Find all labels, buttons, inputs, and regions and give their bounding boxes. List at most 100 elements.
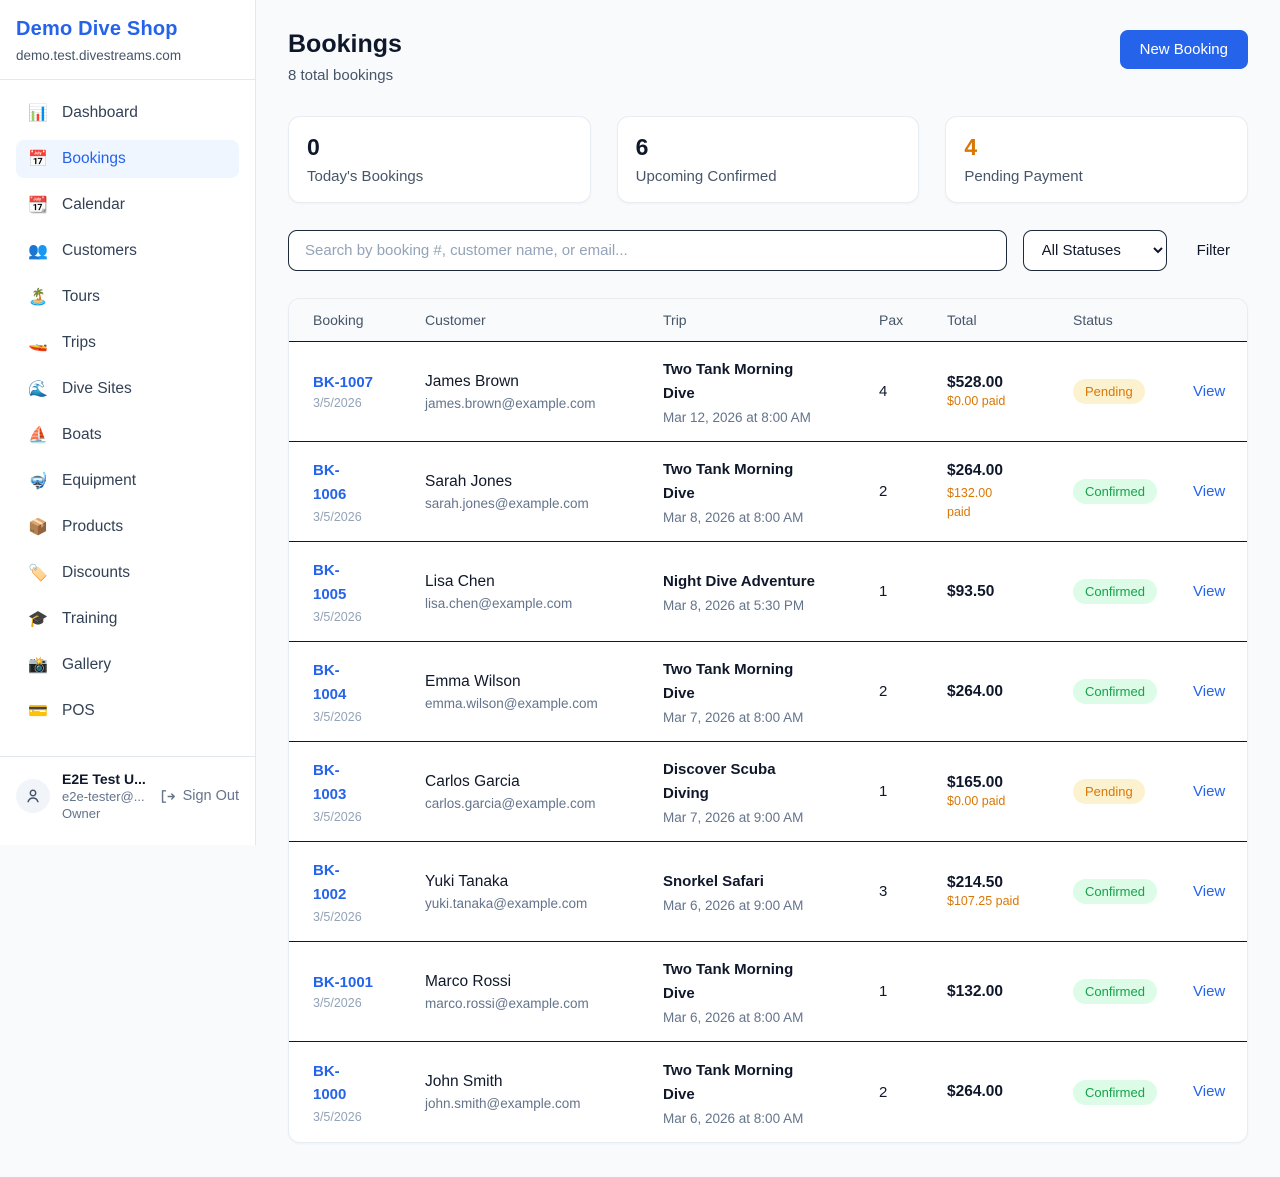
booking-date: 3/5/2026 [313, 1110, 362, 1125]
total-amount: $132.00 [947, 982, 1004, 1000]
filter-controls: All Statuses Filter [288, 230, 1248, 271]
view-link[interactable]: View [1193, 482, 1226, 500]
view-link[interactable]: View [1193, 1083, 1226, 1100]
sidebar-item-tours[interactable]: 🏝️ Tours [16, 278, 239, 316]
table-row: BK-1005 3/5/2026 Lisa Chen lisa.chen@exa… [289, 542, 1247, 642]
sidebar-item-pos[interactable]: 💳 POS [16, 692, 239, 730]
customer-cell: Carlos Garcia carlos.garcia@example.com [425, 773, 663, 811]
customer-email: sarah.jones@example.com [425, 495, 589, 511]
column-header-customer: Customer [425, 312, 486, 328]
trip-datetime: Mar 7, 2026 at 8:00 AM [663, 710, 804, 725]
booking-cell: BK-1005 3/5/2026 [313, 559, 425, 624]
user-name: E2E Test U... [62, 771, 146, 787]
sidebar-item-training[interactable]: 🎓 Training [16, 600, 239, 638]
paid-amount: $107.25 paid [947, 893, 1020, 908]
booking-id-link[interactable]: BK-1006 [313, 462, 347, 503]
trip-datetime: Mar 12, 2026 at 8:00 AM [663, 410, 811, 425]
status-cell: Confirmed [1073, 579, 1193, 604]
trip-name: Night Dive Adventure [663, 573, 815, 590]
actions-cell: View [1193, 383, 1225, 401]
sidebar-item-calendar[interactable]: 📆 Calendar [16, 186, 239, 224]
total-cell: $528.00 $0.00 paid [947, 374, 1073, 410]
sidebar-item-label: Boats [62, 426, 102, 443]
trip-cell: Discover Scuba Diving Mar 7, 2026 at 9:0… [663, 758, 879, 825]
total-amount: $93.50 [947, 582, 995, 600]
products-icon: 📦 [28, 519, 48, 536]
customer-name: Yuki Tanaka [425, 872, 509, 890]
booking-id-link[interactable]: BK-1004 [313, 662, 347, 703]
sidebar-item-customers[interactable]: 👥 Customers [16, 232, 239, 270]
trip-name: Two Tank Morning Dive [663, 961, 794, 1002]
sidebar-item-trips[interactable]: 🚤 Trips [16, 324, 239, 362]
sidebar-item-discounts[interactable]: 🏷️ Discounts [16, 554, 239, 592]
booking-date: 3/5/2026 [313, 995, 362, 1010]
stat-card: 0 Today's Bookings [288, 116, 591, 203]
filter-button[interactable]: Filter [1196, 242, 1230, 259]
sidebar-item-equipment[interactable]: 🤿 Equipment [16, 462, 239, 500]
customer-name: John Smith [425, 1073, 503, 1090]
booking-id-link[interactable]: BK-1007 [313, 373, 374, 391]
booking-id-link[interactable]: BK-1000 [313, 1062, 347, 1103]
customer-cell: Yuki Tanaka yuki.tanaka@example.com [425, 873, 663, 911]
total-cell: $165.00 $0.00 paid [947, 774, 1073, 810]
booking-cell: BK-1003 3/5/2026 [313, 759, 425, 824]
pax-cell: 1 [879, 583, 888, 600]
sidebar: Demo Dive Shop demo.test.divestreams.com… [0, 0, 256, 845]
new-booking-button[interactable]: New Booking [1119, 30, 1248, 69]
trip-cell: Two Tank Morning Dive Mar 12, 2026 at 8:… [663, 358, 879, 425]
main-content: Bookings 8 total bookings New Booking 0 … [256, 0, 1280, 1177]
table-row: BK-1006 3/5/2026 Sarah Jones sarah.jones… [289, 442, 1247, 542]
total-cell: $214.50 $107.25 paid [947, 874, 1073, 910]
view-link[interactable]: View [1193, 382, 1226, 400]
actions-cell: View [1193, 683, 1225, 701]
sidebar-item-products[interactable]: 📦 Products [16, 508, 239, 546]
view-link[interactable]: View [1193, 882, 1226, 900]
sidebar-item-dashboard[interactable]: 📊 Dashboard [16, 94, 239, 132]
booking-id-link[interactable]: BK-1003 [313, 762, 347, 803]
actions-cell: View [1193, 483, 1225, 501]
stat-label: Upcoming Confirmed [635, 168, 777, 185]
sidebar-item-gallery[interactable]: 📸 Gallery [16, 646, 239, 684]
actions-cell: View [1193, 583, 1225, 601]
customer-email: lisa.chen@example.com [425, 595, 573, 611]
status-badge: Confirmed [1073, 479, 1157, 504]
shop-domain: demo.test.divestreams.com [16, 48, 182, 63]
table-row: BK-1000 3/5/2026 John Smith john.smith@e… [289, 1042, 1247, 1142]
actions-cell: View [1193, 783, 1225, 801]
view-link[interactable]: View [1193, 682, 1226, 700]
sign-out-button[interactable]: Sign Out [159, 788, 239, 805]
table-row: BK-1002 3/5/2026 Yuki Tanaka yuki.tanaka… [289, 842, 1247, 942]
sidebar-item-label: Gallery [62, 656, 112, 673]
trip-datetime: Mar 6, 2026 at 9:00 AM [663, 898, 804, 913]
sidebar-item-boats[interactable]: ⛵ Boats [16, 416, 239, 454]
booking-id-link[interactable]: BK-1002 [313, 862, 347, 903]
user-email: e2e-tester@... [62, 789, 145, 804]
status-filter-select[interactable]: All Statuses [1022, 230, 1167, 271]
trip-datetime: Mar 7, 2026 at 9:00 AM [663, 810, 804, 825]
booking-id-link[interactable]: BK-1005 [313, 562, 347, 603]
total-amount: $264.00 [947, 461, 1004, 479]
status-badge: Pending [1073, 779, 1145, 804]
shop-title[interactable]: Demo Dive Shop [16, 18, 178, 40]
view-link[interactable]: View [1193, 582, 1226, 600]
sidebar-item-label: Tours [62, 288, 100, 305]
pax-cell: 1 [879, 983, 888, 1000]
booking-id-link[interactable]: BK-1001 [313, 973, 374, 991]
page-header: Bookings 8 total bookings New Booking [288, 30, 1248, 84]
customer-cell: John Smith john.smith@example.com [425, 1073, 663, 1111]
sidebar-item-dive-sites[interactable]: 🌊 Dive Sites [16, 370, 239, 408]
stat-value: 4 [964, 134, 978, 160]
column-header-total: Total [947, 312, 977, 328]
view-link[interactable]: View [1193, 982, 1226, 1000]
sidebar-item-label: Discounts [62, 564, 131, 581]
column-header-trip: Trip [663, 312, 687, 328]
view-link[interactable]: View [1193, 782, 1226, 800]
status-cell: Pending [1073, 779, 1193, 804]
page-header-text: Bookings 8 total bookings [288, 30, 402, 84]
total-cell: $93.50 [947, 583, 1073, 601]
total-amount: $214.50 [947, 873, 1004, 891]
search-input[interactable] [288, 230, 1007, 271]
user-role: Owner [62, 806, 101, 821]
trip-datetime: Mar 6, 2026 at 8:00 AM [663, 1110, 804, 1126]
sidebar-item-bookings[interactable]: 📅 Bookings [16, 140, 239, 178]
